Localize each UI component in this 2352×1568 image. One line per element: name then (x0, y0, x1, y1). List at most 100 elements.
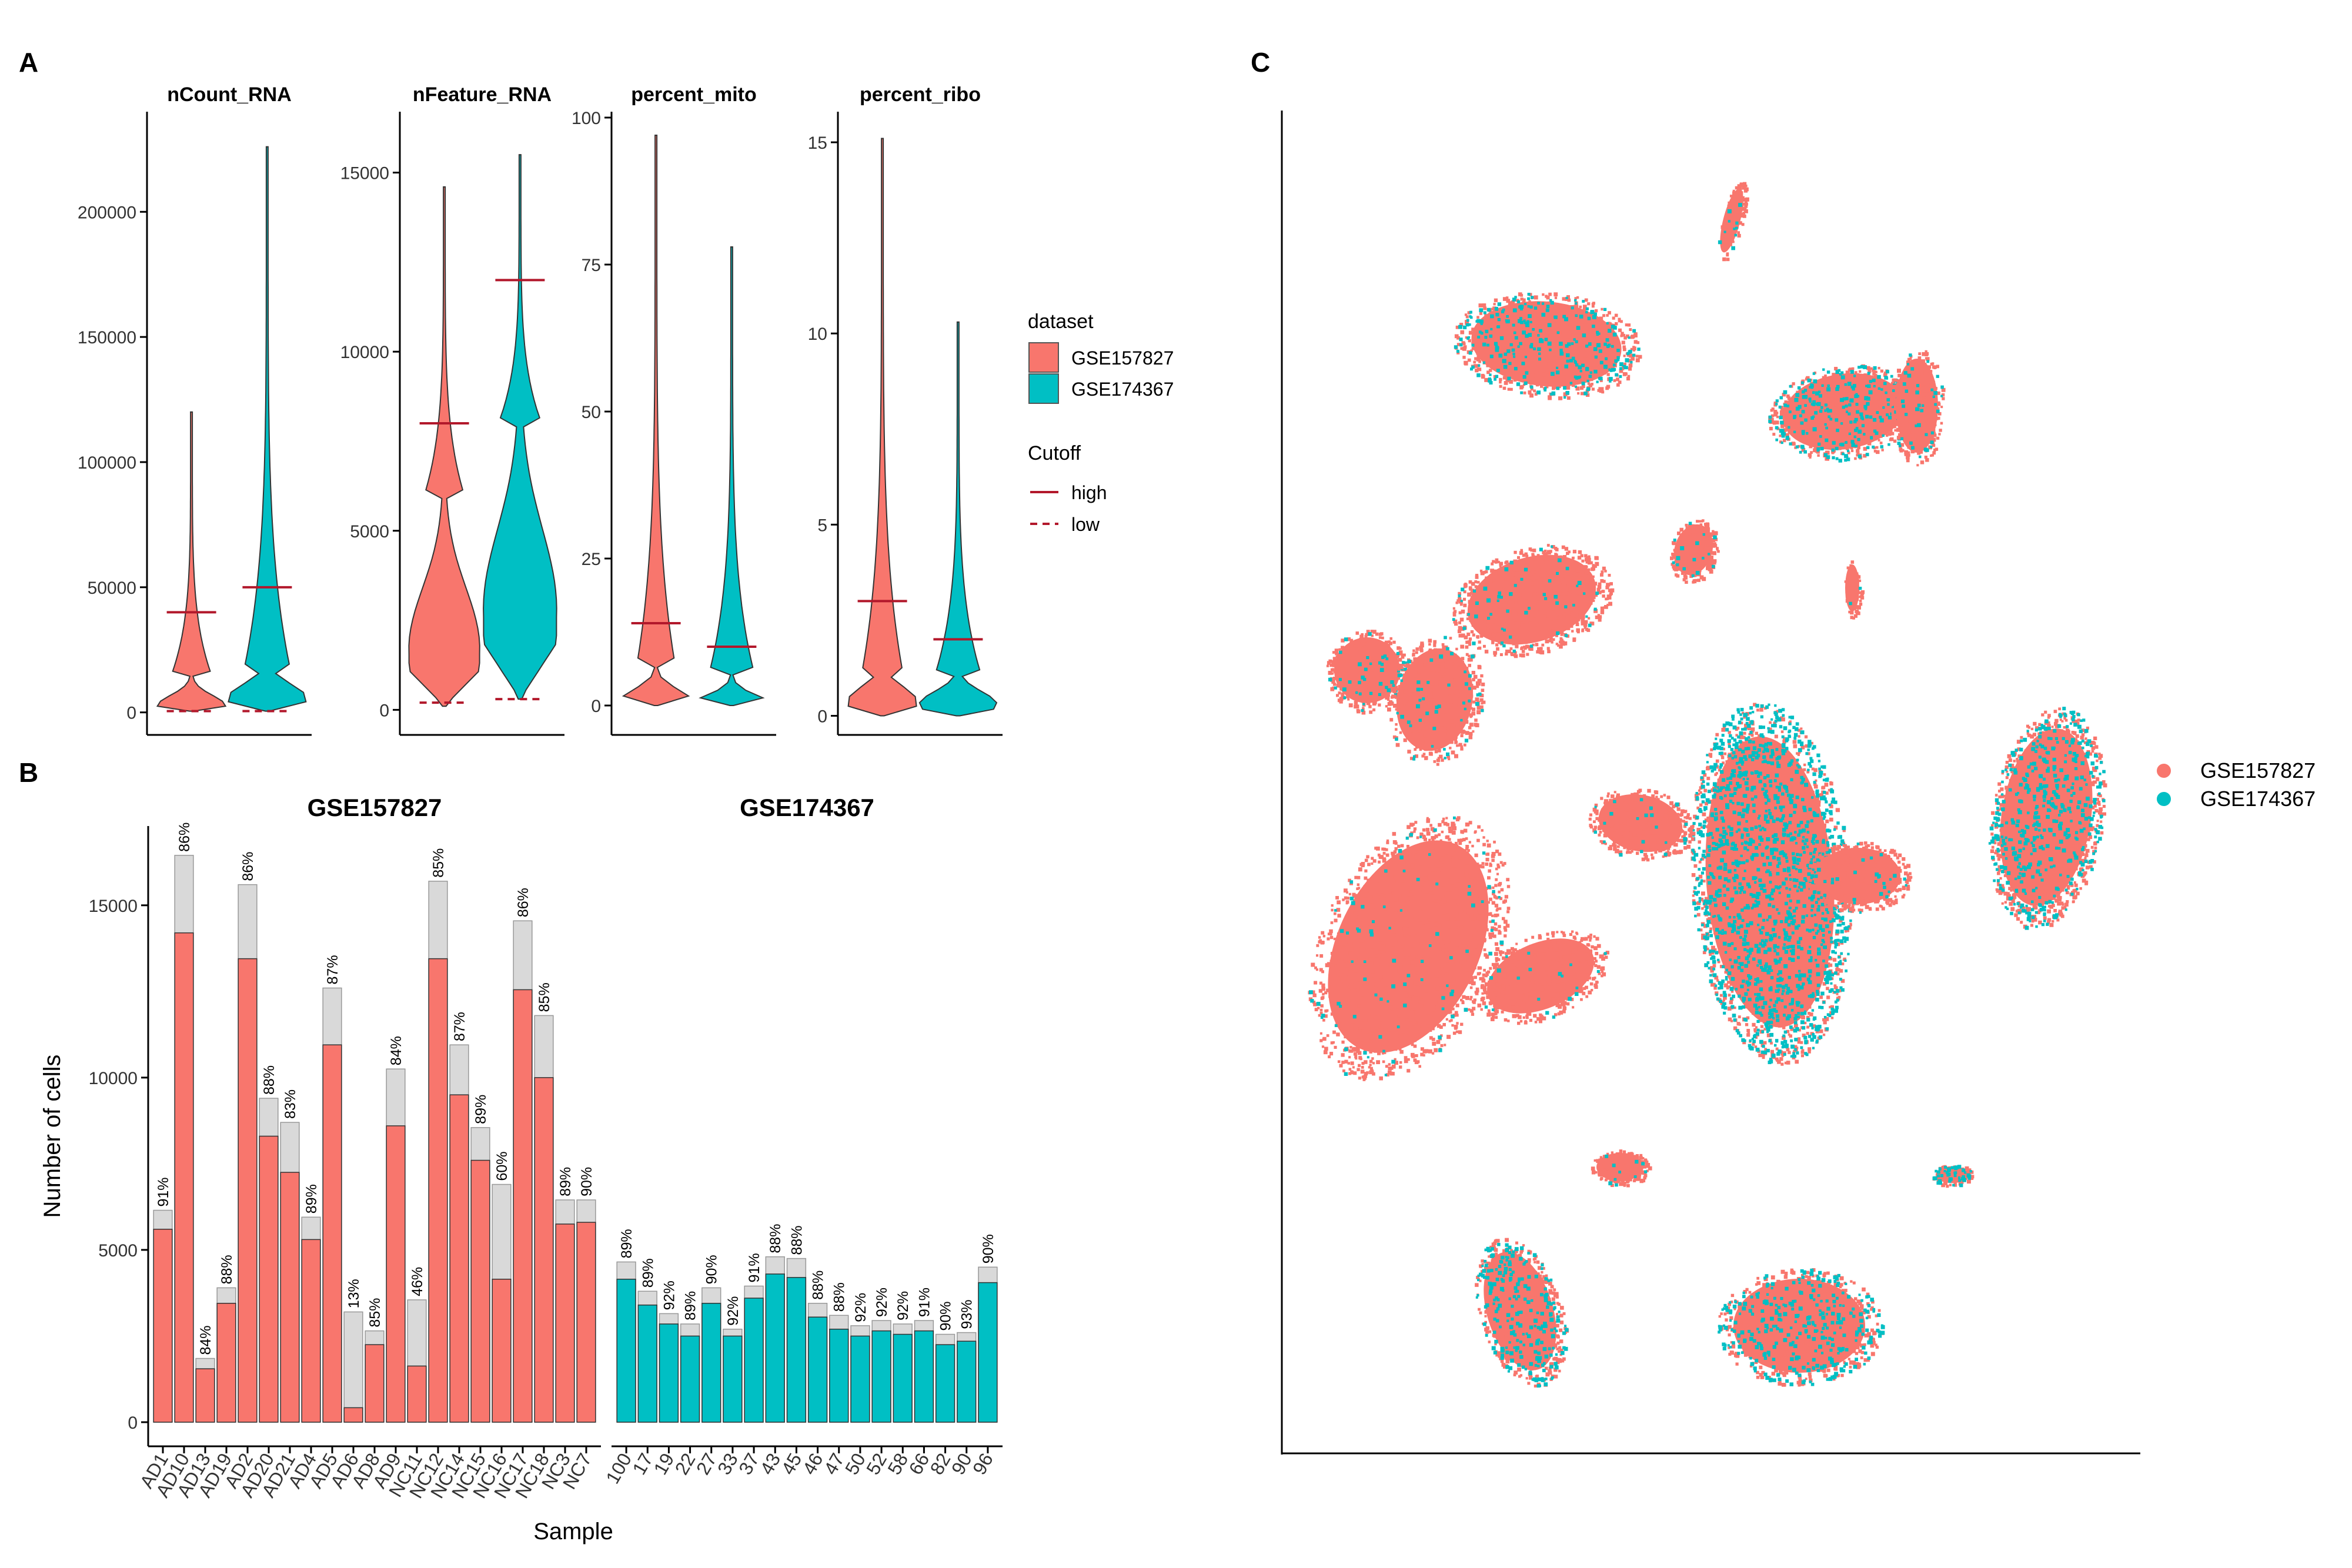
bar-retained (871, 1330, 891, 1423)
legend-cutoff-low-label: low (1071, 514, 1100, 535)
bar-percent-label: 85% (430, 848, 447, 878)
cluster-mid-small (1670, 519, 1720, 584)
violin-gse157827 (408, 186, 480, 707)
bar-retained (174, 932, 194, 1423)
panel-label-b: B (19, 757, 38, 788)
y-tick-label: 100 (572, 109, 601, 128)
violin-gse157827 (847, 138, 917, 717)
cluster-points-gse174367 (1897, 353, 1944, 459)
legend-cutoff-high-label: high (1071, 482, 1107, 503)
cluster-points-gse157827 (1326, 630, 1411, 715)
bar-y-axis-label: Number of cells (39, 1055, 65, 1218)
bar-retained (195, 1368, 215, 1423)
bar-retained (829, 1328, 849, 1423)
y-tick-label: 100000 (78, 453, 136, 473)
bar-retained (957, 1340, 977, 1423)
cluster-points-gse174367 (1849, 587, 1862, 606)
bar-percent-label: 85% (367, 1298, 383, 1328)
violin-gse157827 (156, 411, 227, 712)
legend-a: dataset GSE157827 GSE174367 Cutoff high … (1028, 310, 1174, 535)
y-tick-label: 5000 (350, 522, 389, 541)
cluster-points-gse157827 (1844, 560, 1865, 620)
bar-percent-label: 92% (725, 1296, 741, 1326)
cluster-points-gse157827 (1718, 1268, 1885, 1387)
bar-percent-label: 92% (895, 1291, 911, 1320)
violin-gse174367 (699, 246, 765, 706)
legend-label-gse157827: GSE157827 (1071, 347, 1174, 369)
cluster-points-gse174367 (1718, 1268, 1885, 1386)
bar-percent-label: 89% (473, 1095, 489, 1124)
cluster-points-gse157827 (1452, 544, 1615, 658)
y-tick-label: 15 (808, 133, 827, 153)
bar-percent-label: 90% (980, 1234, 997, 1263)
cluster-top-left (1454, 292, 1642, 400)
bar-x-tick-label: 96 (968, 1450, 997, 1479)
bar-percent-label: 89% (557, 1167, 574, 1196)
bar-percent-label: 88% (219, 1255, 235, 1284)
bar-retained (701, 1303, 721, 1423)
y-tick-label: 15000 (340, 164, 389, 183)
bar-retained (807, 1316, 828, 1423)
bar-y-axis-group: 0 5000 10000 15000 Number of cells Sample (39, 826, 613, 1544)
cluster-top-right-arm (1890, 350, 1946, 467)
bar-retained (322, 1044, 342, 1423)
cluster-points-gse174367 (1988, 707, 2106, 930)
cluster-left-tail (1474, 930, 1609, 1025)
bar-retained (893, 1333, 913, 1423)
bar-percent-label: 13% (346, 1279, 362, 1308)
bar-retained (935, 1344, 956, 1423)
cluster-left-large (1308, 816, 1511, 1081)
cluster-center-left-arm (1588, 788, 1696, 862)
violin-gse174367 (483, 154, 557, 700)
cluster-points-gse174367 (1690, 703, 1854, 1064)
cluster-points-gse157827 (1768, 364, 1923, 461)
y-tick-label: 0 (817, 707, 827, 726)
bar-percent-label: 93% (959, 1300, 975, 1329)
bar-percent-label: 87% (452, 1012, 468, 1041)
cluster-points-gse157827 (1808, 841, 1913, 912)
cluster-points-gse174367 (1475, 1243, 1569, 1388)
bar-retained (513, 989, 533, 1423)
legend-c-dot-gse157827 (2157, 764, 2171, 778)
bar-percent-label: 91% (916, 1288, 933, 1317)
bar-x-axis-label: Sample (533, 1519, 613, 1544)
y-tick-label: 10000 (340, 343, 389, 362)
cluster-bottom-small (1591, 1149, 1652, 1188)
y-tick-label: 10 (808, 325, 827, 344)
cluster-top-small (1718, 182, 1749, 262)
y-tick-label: 5 (817, 516, 827, 535)
cluster-points-gse157827 (1690, 703, 1854, 1066)
cluster-points-gse174367 (1672, 521, 1717, 577)
cluster-bottom-center (1718, 1268, 1885, 1387)
bar-retained (637, 1304, 657, 1423)
bar-retained (492, 1278, 512, 1423)
bar-percent-label: 46% (409, 1267, 426, 1296)
cluster-points-gse174367 (1593, 798, 1688, 857)
cluster-bottom-right-small (1932, 1165, 1975, 1188)
bar-panel-gse157827: GSE15782791%AD186%AD1084%AD1388%AD1986%A… (136, 794, 601, 1502)
bar-retained (576, 1222, 596, 1423)
violin-panel-4: percent_ribo 0 5 10 15 (808, 83, 1003, 736)
cluster-left-upper (1387, 636, 1486, 766)
y-tick-label: 50000 (88, 579, 136, 598)
violin-panel-2: nFeature_RNA 0 5000 10000 15000 (340, 83, 564, 736)
y-tick-label: 50 (582, 403, 601, 422)
bar-retained (301, 1239, 321, 1423)
bar-percent-label: 89% (640, 1258, 656, 1288)
violin-title: percent_mito (631, 83, 757, 106)
cluster-points-gse174367 (1454, 293, 1641, 399)
bar-y-tick-label: 0 (128, 1413, 138, 1433)
bar-retained (555, 1223, 575, 1423)
bar-percent-label: 91% (155, 1177, 172, 1206)
panel-label-a: A (19, 47, 38, 78)
bar-percent-label: 90% (704, 1255, 720, 1284)
bar-retained (153, 1229, 173, 1423)
legend-cutoff-title: Cutoff (1028, 442, 1081, 464)
legend-c-label-gse174367: GSE174367 (2200, 787, 2316, 811)
bar-percent-label: 92% (874, 1288, 890, 1317)
bar-percent-label: 88% (261, 1065, 278, 1095)
bar-retained (470, 1159, 490, 1423)
bar-retained (744, 1298, 764, 1423)
y-tick-label: 0 (379, 701, 389, 720)
bar-percent-label: 85% (536, 982, 553, 1012)
